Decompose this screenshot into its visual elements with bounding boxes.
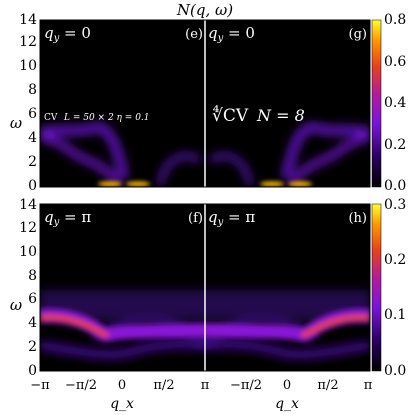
band-h-lower: [204, 340, 370, 359]
x-tick: 0: [283, 378, 291, 393]
band-f-main: [40, 314, 110, 339]
y-tick-top: 4: [28, 130, 37, 146]
note-cv-params: L = 50 × 2 η = 0.1: [63, 113, 150, 123]
band-h-main: [300, 314, 370, 339]
cb-tick-bottom: 0.0: [384, 363, 406, 379]
y-tick-top: 14: [19, 12, 37, 28]
x-tick: −π: [30, 378, 50, 393]
y-axis-bottom: 0 2 4 6 8 10 12 14: [19, 197, 37, 379]
band-e-inner: [157, 153, 202, 186]
x-axis-label-right: q_x: [275, 396, 299, 412]
note-cv: CV: [44, 113, 58, 123]
band-f-lower: [40, 340, 206, 359]
y-tick-top: 10: [19, 58, 37, 74]
hotspot-g-b: [288, 181, 312, 187]
band-e-upper: [40, 123, 129, 179]
band-e-lower: [40, 133, 121, 186]
label-e-qy: qy = 0: [44, 24, 91, 44]
hotspot-e-a: [98, 181, 122, 187]
y-tick-bottom: 2: [28, 339, 37, 355]
y-tick-top: 2: [28, 154, 37, 170]
band-g-upper: [281, 123, 370, 179]
cb-tick-bottom: 0.1: [384, 307, 406, 323]
label-f: (f): [188, 211, 203, 226]
band-g-lower: [289, 133, 370, 186]
x-tick: π: [364, 378, 373, 393]
y-tick-bottom: 8: [28, 268, 37, 284]
y-tick-top: 12: [19, 34, 37, 50]
x-axis-label-left: q_x: [110, 396, 134, 412]
y-tick-bottom: 6: [28, 291, 37, 307]
x-tick: −π/2: [230, 378, 262, 393]
note-n8: N = 8: [256, 106, 305, 125]
x-tick: 0: [118, 378, 126, 393]
y-tick-bottom: 4: [28, 315, 37, 331]
label-e: (e): [185, 27, 203, 42]
x-axis: −π −π/2 0 π/2 π −π/2 0 π/2 π: [30, 378, 372, 393]
label-f-qy: qy = π: [44, 208, 91, 228]
x-tick: π/2: [153, 378, 174, 393]
label-h: (h): [348, 211, 367, 226]
x-tick: π/2: [317, 378, 338, 393]
x-tick: −π/2: [65, 378, 97, 393]
heatmap-top: [40, 123, 370, 187]
band-g-inner: [208, 153, 253, 186]
y-tick-top: 6: [28, 106, 37, 122]
label-g: (g): [349, 27, 367, 42]
panel-bottom-frame: [39, 203, 371, 372]
colorbar-bottom: [371, 203, 382, 372]
y-axis-label-top: ω: [10, 114, 22, 132]
y-tick-bottom: 10: [19, 244, 37, 260]
cb-tick-top: 0.2: [384, 137, 406, 153]
y-tick-bottom: 14: [19, 197, 37, 213]
cb-tick-top: 0.0: [384, 178, 406, 194]
hotspot-g-a: [260, 181, 284, 187]
label-h-qy: qy = π: [208, 208, 255, 228]
y-tick-top: 0: [28, 178, 37, 194]
x-tick: π: [201, 378, 210, 393]
colorbar-top: [371, 19, 382, 188]
cb-tick-bottom: 0.3: [384, 197, 406, 213]
panel-top-frame: [39, 19, 371, 188]
colorbar-bottom-ticks: 0.0 0.1 0.2 0.3: [384, 197, 406, 379]
y-tick-bottom: 0: [28, 363, 37, 379]
figure-title: N(q, ω): [176, 1, 233, 19]
cb-tick-top: 0.8: [384, 12, 406, 28]
label-g-qy: qy = 0: [208, 24, 255, 44]
y-axis-label-bottom: ω: [10, 296, 22, 314]
colorbar-top-ticks: 0.0 0.2 0.4 0.6 0.8: [384, 12, 406, 194]
cb-tick-bottom: 0.2: [384, 252, 406, 268]
hotspot-e-b: [126, 181, 150, 187]
cb-tick-top: 0.4: [384, 95, 406, 111]
y-tick-bottom: 12: [19, 220, 37, 236]
y-axis-top: 0 2 4 6 8 10 12 14: [19, 12, 37, 194]
cb-tick-top: 0.6: [384, 54, 406, 70]
y-tick-top: 8: [28, 82, 37, 98]
note-root-cv: ∜CV: [212, 105, 249, 126]
